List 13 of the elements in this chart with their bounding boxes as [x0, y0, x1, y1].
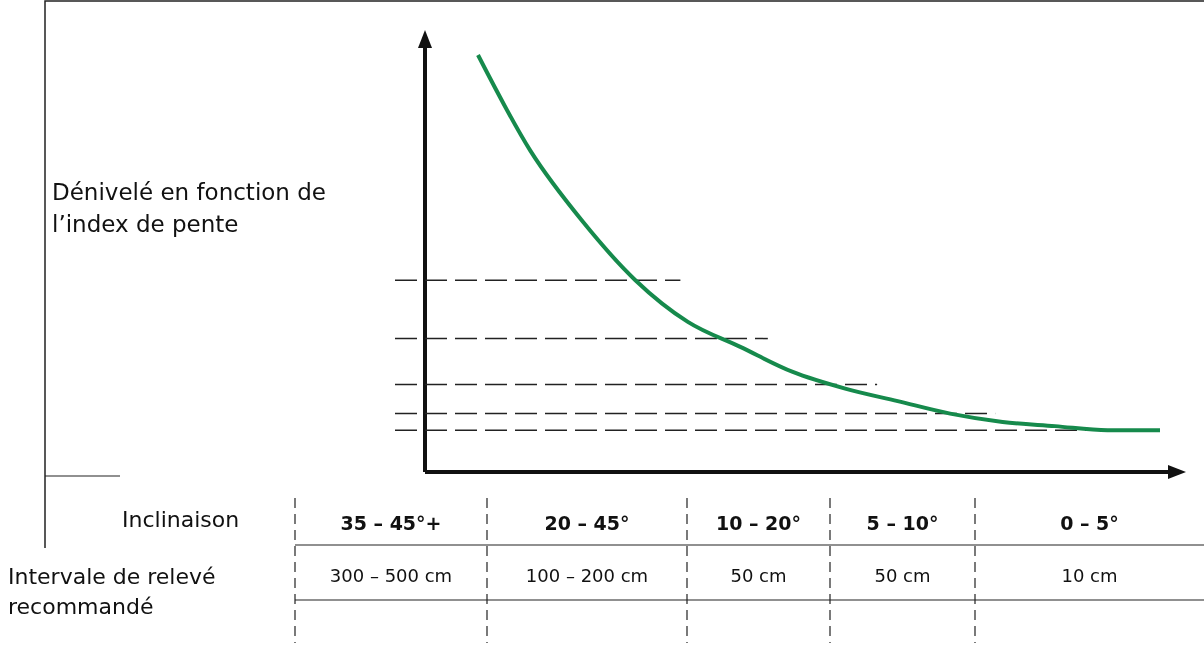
- text: 35 – 45°+: [340, 512, 442, 534]
- text: 300 – 500 cm: [329, 565, 453, 586]
- text: 50 cm: [874, 565, 931, 586]
- text: 100 – 200 cm: [525, 565, 649, 586]
- text: 10 cm: [1061, 565, 1118, 586]
- text: 50 cm: [730, 565, 787, 586]
- y-axis-title: Dénivelé en fonction de l’index de pente: [52, 179, 326, 237]
- text: Intervale de relevé recommandé: [8, 564, 216, 619]
- text: 20 – 45°: [544, 512, 630, 534]
- text: 0 – 5°: [1060, 512, 1119, 534]
- text: 5 – 10°: [866, 512, 939, 534]
- text: 10 – 20°: [715, 512, 802, 534]
- text: Inclinaison: [122, 507, 240, 532]
